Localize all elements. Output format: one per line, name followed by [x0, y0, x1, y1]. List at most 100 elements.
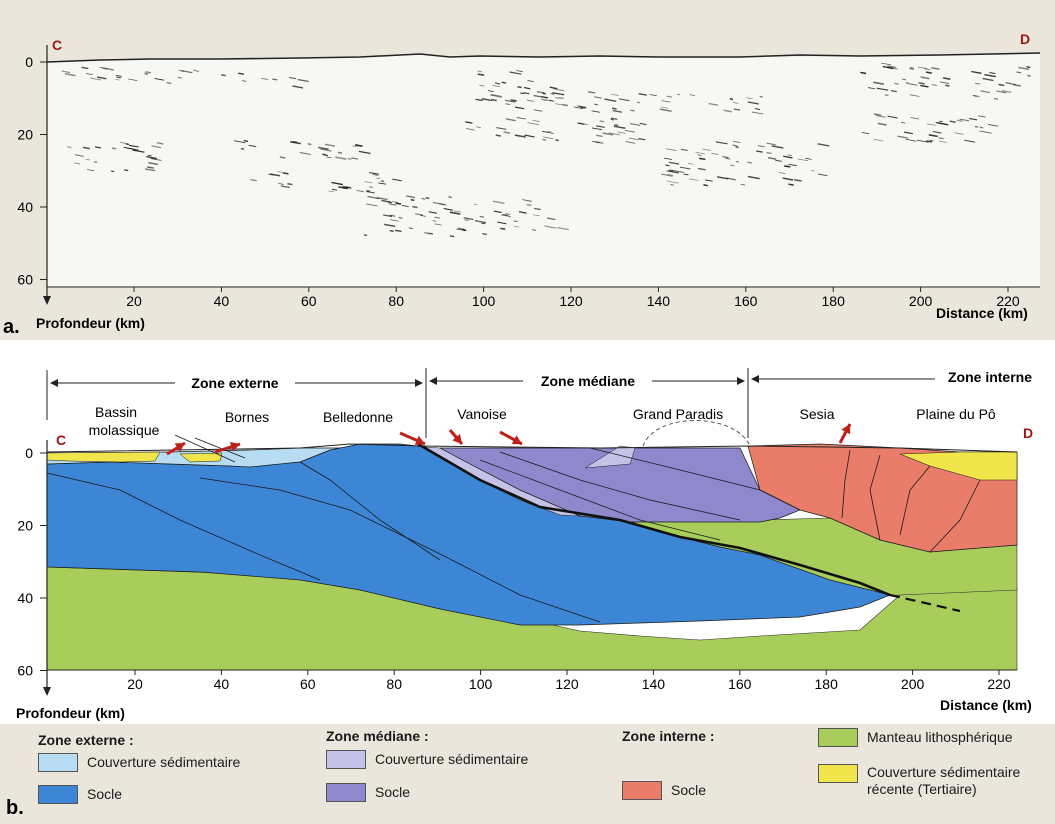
- reflector-dash: [972, 95, 977, 97]
- legend-mediane-cover-label: Couverture sédimentaire: [375, 751, 529, 767]
- reflector-dash: [555, 103, 562, 106]
- reflector-dash: [124, 169, 129, 172]
- reflector-dash: [383, 223, 396, 228]
- reflector-dash: [502, 214, 509, 216]
- legend-interne-socle-label: Socle: [671, 782, 707, 798]
- reflector-dash: [697, 154, 702, 156]
- reflector-dash: [475, 98, 483, 102]
- arrowhead: [429, 377, 437, 385]
- reflector-dash: [292, 140, 298, 144]
- reflector-dash: [66, 146, 72, 149]
- reflector-dash: [429, 232, 433, 235]
- reflector-dash: [481, 222, 486, 225]
- reflector-dash: [505, 103, 511, 105]
- seismic-reflectors: [61, 62, 1031, 238]
- reflector-dash: [177, 76, 182, 79]
- reflector-dash: [901, 122, 906, 124]
- reflector-dash: [523, 87, 531, 90]
- reflector-dash: [368, 171, 379, 175]
- reflector-dash: [599, 120, 605, 123]
- reflector-dash: [94, 146, 102, 149]
- reflector-dash: [543, 136, 554, 140]
- panel-b-label: b.: [6, 797, 24, 819]
- reflector-dash: [463, 217, 474, 221]
- reflector-dash: [389, 229, 394, 232]
- reflector-dash: [331, 188, 338, 191]
- reflector-dash: [501, 81, 507, 84]
- thrust-arrowhead: [511, 435, 522, 445]
- reflector-dash: [782, 177, 794, 181]
- distance-tick-label: 40: [214, 676, 230, 692]
- legend-externe-socle-label: Socle: [87, 786, 123, 802]
- reflector-dash: [909, 67, 914, 69]
- reflector-dash: [426, 232, 434, 236]
- reflector-dash: [751, 111, 764, 115]
- reflector-dash: [697, 167, 706, 171]
- reflector-dash: [1005, 82, 1016, 86]
- reflector-dash: [882, 65, 894, 70]
- depth-tick-label: 20: [17, 127, 33, 143]
- thrust-arrowhead: [174, 443, 185, 452]
- reflector-dash: [415, 213, 423, 216]
- distance-tick-label: 160: [734, 293, 758, 309]
- reflector-dash: [666, 95, 672, 98]
- arrowhead: [415, 379, 423, 387]
- reflector-dash: [338, 186, 348, 190]
- reflector-dash: [500, 227, 506, 230]
- thrust-arrowhead: [229, 441, 240, 452]
- reflector-dash: [234, 140, 246, 144]
- arrowhead: [737, 377, 745, 385]
- reflector-dash: [514, 106, 525, 110]
- reflector-dash: [513, 220, 518, 223]
- reflector-dash: [464, 219, 469, 221]
- swatch-tertiary: [818, 764, 858, 783]
- reflector-dash: [501, 214, 511, 218]
- reflector-dash: [667, 173, 674, 176]
- reflector-dash: [324, 143, 336, 147]
- reflector-dash: [677, 93, 681, 96]
- reflector-dash: [519, 92, 525, 95]
- place-grand-paradis: Grand Paradis: [633, 406, 723, 422]
- reflector-dash: [672, 169, 685, 173]
- reflector-dash: [767, 156, 777, 160]
- reflector-dash: [733, 108, 741, 111]
- reflector-dash: [366, 189, 371, 192]
- reflector-dash: [668, 161, 680, 165]
- reflector-dash: [668, 169, 674, 172]
- reflector-dash: [505, 213, 511, 215]
- reflector-dash: [897, 135, 909, 139]
- reflector-dash: [116, 76, 121, 79]
- reflector-dash: [287, 182, 293, 186]
- reflector-dash: [788, 183, 794, 186]
- reflector-dash: [715, 141, 728, 145]
- reflector-dash: [178, 69, 185, 72]
- reflector-dash: [649, 93, 657, 97]
- reflector-dash: [1016, 71, 1022, 74]
- swatch-mantle: [818, 728, 858, 747]
- reflector-dash: [366, 203, 378, 207]
- reflector-dash: [449, 211, 461, 215]
- distance-tick-label: 40: [214, 293, 230, 309]
- tertiary-cover-west: [46, 451, 161, 463]
- reflector-dash: [526, 203, 532, 207]
- reflector-dash: [661, 100, 671, 103]
- reflector-dash: [630, 123, 641, 126]
- reflector-dash: [261, 77, 269, 81]
- reflector-dash: [867, 87, 876, 90]
- reflector-dash: [150, 158, 162, 161]
- reflector-dash: [689, 178, 699, 181]
- reflector-dash: [522, 199, 532, 202]
- reflector-dash: [546, 217, 556, 221]
- swatch-external-socle: [38, 785, 78, 804]
- reflector-dash: [421, 197, 426, 200]
- reflector-dash: [524, 134, 535, 138]
- reflector-dash: [593, 96, 602, 99]
- reflector-dash: [920, 76, 930, 80]
- reflector-dash: [482, 232, 487, 236]
- reflector-dash: [73, 162, 81, 165]
- reflector-dash: [604, 98, 617, 103]
- reflector-dash: [481, 97, 491, 101]
- panel-a-label: a.: [3, 316, 20, 338]
- reflector-dash: [602, 132, 614, 136]
- reflector-dash: [432, 220, 437, 222]
